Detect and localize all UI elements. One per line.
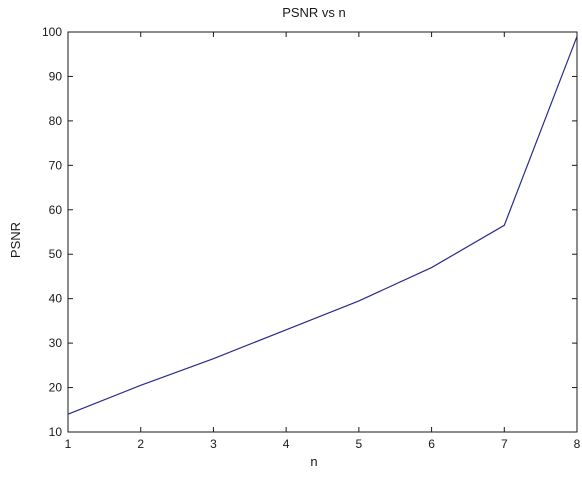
y-tick-label: 50 bbox=[49, 247, 63, 261]
series-layer bbox=[67, 36, 578, 415]
y-tick-label: 60 bbox=[49, 203, 63, 217]
x-tick-label: 7 bbox=[501, 437, 508, 451]
x-tick-label: 8 bbox=[574, 437, 581, 451]
x-tick-label: 6 bbox=[428, 437, 435, 451]
y-tick-label: 20 bbox=[49, 381, 63, 395]
y-tick-label: 90 bbox=[49, 69, 63, 83]
y-axis-label: PSNR bbox=[8, 222, 23, 258]
y-tick-label: 30 bbox=[49, 336, 63, 350]
x-tick-label: 3 bbox=[210, 437, 217, 451]
x-axis-label: n bbox=[310, 454, 317, 469]
plot-area-frame bbox=[67, 31, 578, 433]
y-tick-label: 40 bbox=[49, 292, 63, 306]
y-tick-label: 10 bbox=[49, 425, 63, 439]
y-tick-label: 80 bbox=[49, 114, 63, 128]
series-line bbox=[67, 36, 578, 415]
x-tick-label: 1 bbox=[65, 437, 72, 451]
y-axis-ticks: 10 20 30 40 50 60 70 80 90 100 bbox=[42, 25, 577, 439]
x-tick-label: 4 bbox=[283, 437, 290, 451]
y-tick-label: 70 bbox=[49, 158, 63, 172]
x-tick-label: 5 bbox=[356, 437, 363, 451]
chart-title: PSNR vs n bbox=[282, 5, 346, 20]
y-tick-label: 100 bbox=[42, 25, 62, 39]
x-axis-ticks: 1 2 3 4 5 6 7 8 bbox=[65, 32, 581, 451]
x-tick-label: 2 bbox=[137, 437, 144, 451]
